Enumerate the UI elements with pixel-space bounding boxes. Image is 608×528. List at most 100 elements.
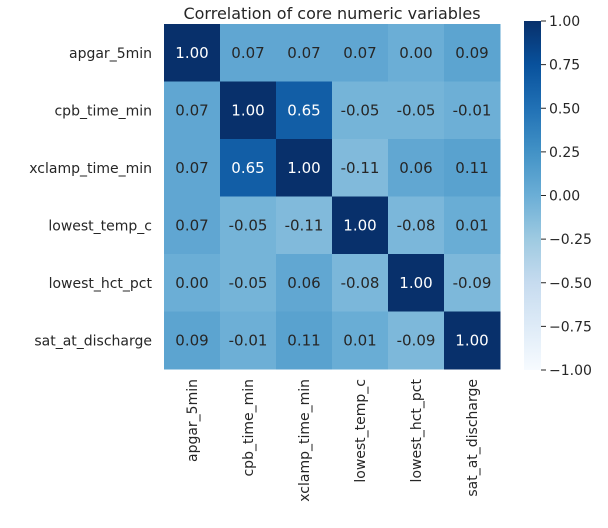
heatmap-cell: [220, 311, 277, 370]
heatmap-cell: [388, 81, 445, 140]
cell-value-label: 1.00: [343, 216, 376, 234]
heatmap-cell: [444, 24, 501, 82]
cell-value-label: 1.00: [287, 159, 320, 177]
colorbar-tick-label: −1.00: [549, 363, 592, 379]
row-tick-label: lowest_temp_c: [48, 218, 152, 234]
heatmap-cell: [220, 139, 277, 197]
heatmap-cell: [164, 311, 221, 370]
column-tick-label: sat_at_discharge: [465, 379, 481, 497]
heatmap-cells: [164, 24, 501, 370]
heatmap-cell: [332, 81, 389, 140]
cell-value-label: -0.08: [341, 274, 380, 292]
cell-value-label: 1.00: [175, 44, 208, 62]
heatmap-cell: [220, 81, 277, 140]
heatmap-cell: [444, 81, 501, 140]
column-tick-labels: apgar_5min cpb_time_min xclamp_time_min low…: [185, 378, 481, 501]
cell-value-label: 0.07: [343, 44, 376, 62]
cell-value-label: -0.01: [229, 331, 268, 349]
cell-value-label: -0.05: [229, 274, 268, 292]
heatmap-cell: [332, 311, 389, 370]
colorbar-tick-label: 0.00: [549, 189, 580, 205]
heatmap-cell: [220, 24, 277, 82]
heatmap-cell: [276, 139, 333, 197]
cell-value-label: 0.00: [399, 44, 432, 62]
heatmap-cell: [276, 196, 333, 255]
cell-value-label: -0.05: [229, 216, 268, 234]
cell-value-label: 0.06: [287, 274, 320, 292]
heatmap-cell: [444, 196, 501, 255]
colorbar: 1.00 0.75 0.50 0.25 0.00 −0.25 −0.50 −0.75 −1.00: [524, 14, 592, 379]
heatmap-cell: [220, 254, 277, 312]
column-tick-label: lowest_hct_pct: [409, 378, 425, 482]
row-tick-label: lowest_hct_pct: [49, 276, 153, 292]
heatmap-cell: [276, 81, 333, 140]
cell-value-label: -0.08: [397, 216, 436, 234]
heatmap-cell: [444, 254, 501, 312]
cell-value-label: 0.01: [455, 216, 488, 234]
heatmap-cell: [164, 254, 221, 312]
column-tick-label: lowest_temp_c: [353, 379, 369, 483]
cell-value-label: 0.65: [287, 101, 320, 119]
cell-value-label: 0.07: [175, 159, 208, 177]
cell-value-label: 0.07: [175, 101, 208, 119]
row-tick-label: sat_at_discharge: [34, 333, 152, 349]
colorbar-tick-label: 0.50: [549, 101, 580, 117]
row-tick-label: apgar_5min: [69, 46, 152, 62]
colorbar-tick-label: −0.25: [549, 232, 592, 248]
colorbar-ticks: 1.00 0.75 0.50 0.25 0.00 −0.25 −0.50 −0.75 −1.00: [541, 14, 592, 379]
heatmap-cell: [276, 311, 333, 370]
heatmap-cell: [332, 254, 389, 312]
colorbar-tick-label: 0.75: [549, 58, 580, 74]
heatmap-cell: [388, 139, 445, 197]
cell-value-label: 1.00: [399, 274, 432, 292]
heatmap-cell: [388, 254, 445, 312]
heatmap-cell: [444, 139, 501, 197]
cell-value-label: 0.06: [399, 159, 432, 177]
heatmap-cell: [444, 311, 501, 370]
column-tick-label: xclamp_time_min: [297, 379, 313, 502]
colorbar-gradient: [524, 21, 541, 370]
cell-value-label: 0.07: [287, 44, 320, 62]
row-tick-labels: apgar_5min cpb_time_min xclamp_time_minlow…: [29, 46, 152, 350]
heatmap-cell: [388, 24, 445, 82]
cell-value-label: 0.09: [175, 331, 208, 349]
heatmap-cell: [164, 24, 221, 82]
heatmap-cell: [332, 196, 389, 255]
heatmap-cell: [276, 254, 333, 312]
cell-value-label: 1.00: [231, 101, 264, 119]
cell-value-label: 0.65: [231, 159, 264, 177]
heatmap-cell: [388, 311, 445, 370]
heatmap-cell: [220, 196, 277, 255]
heatmap-cell: [164, 81, 221, 140]
column-tick-label: apgar_5min: [185, 379, 201, 462]
cell-value-label: 0.07: [231, 44, 264, 62]
cell-value-label: -0.05: [341, 101, 380, 119]
cell-value-label: -0.11: [341, 159, 380, 177]
column-tick-label: cpb_time_min: [241, 379, 257, 477]
colorbar-tick-label: 1.00: [549, 14, 580, 30]
cell-value-label: 0.01: [343, 331, 376, 349]
cell-value-label: -0.05: [397, 101, 436, 119]
row-tick-label: cpb_time_min: [54, 103, 152, 119]
chart-title: Correlation of core numeric variables: [183, 4, 480, 23]
cell-value-label: 0.00: [175, 274, 208, 292]
heatmap-cell: [276, 24, 333, 82]
heatmap-cell-labels: 1.00 0.07 0.07 0.07 0.00 0.09 0.07 1.00 0.65 -0.0…: [175, 44, 491, 350]
cell-value-label: -0.01: [453, 101, 492, 119]
heatmap-cell: [332, 139, 389, 197]
cell-value-label: 0.11: [287, 331, 320, 349]
heatmap-cell: [332, 24, 389, 82]
cell-value-label: -0.09: [453, 274, 492, 292]
cell-value-label: 0.07: [175, 216, 208, 234]
cell-value-label: -0.09: [397, 331, 436, 349]
colorbar-tick-label: −0.75: [549, 319, 592, 335]
heatmap-cell: [164, 139, 221, 197]
cell-value-label: -0.11: [285, 216, 324, 234]
cell-value-label: 1.00: [455, 331, 488, 349]
cell-value-label: 0.11: [455, 159, 488, 177]
colorbar-tick-label: −0.50: [549, 276, 592, 292]
cell-value-label: 0.09: [455, 44, 488, 62]
colorbar-tick-label: 0.25: [549, 145, 580, 161]
heatmap-cell: [164, 196, 221, 255]
